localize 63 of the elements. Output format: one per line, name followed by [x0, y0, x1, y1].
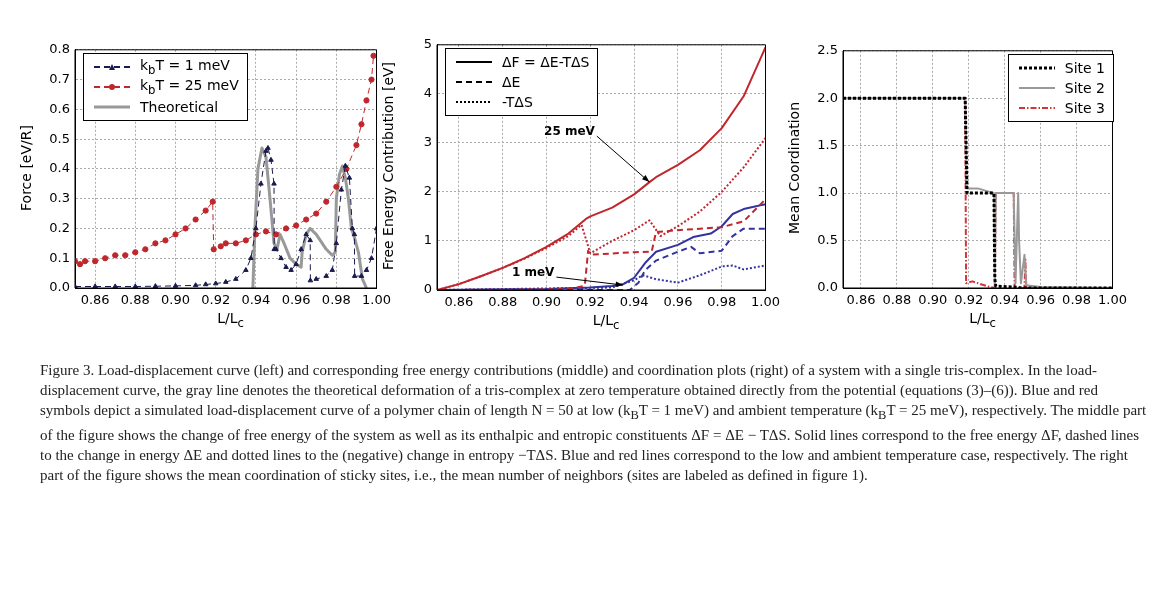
x-tick-label: 0.86: [846, 292, 876, 308]
legend-label: ΔE: [502, 74, 521, 90]
x-tick-label: 0.90: [918, 292, 948, 308]
legend-label: Site 1: [1064, 60, 1105, 76]
y-axis-title: Force [eV/R]: [18, 124, 34, 211]
x-tick-label: 1.00: [751, 294, 780, 310]
y-tick-label: 1.5: [817, 137, 838, 153]
x-tick-label: 0.86: [444, 294, 474, 310]
x-tick-label: 0.94: [990, 292, 1020, 308]
y-tick-label: 3: [423, 134, 432, 150]
legend-label: k$_{b}$T = 1 meV: [140, 57, 230, 77]
x-tick-label: 0.94: [619, 294, 649, 310]
text: Figure 3. Load-displacement curve (left) and corresponding free energy contributions (middle) and coordination plots (right) of a system with a single tris-complex. In the load-displacement curve, the gray line denotes the theoretical deformation of a tris-complex at zero temperature obtained directly from the potential (equations (3)–(6)). Blue and red symbols depict a simulated load-displacement curve of a polymer chain of length N = 50 at low (k$_{B}$T = 1 meV) and ambient temperature (k$_{B}$T = 25 meV), respectively. The middle part of the figure shows the change of free energy of the system as well as its enthalpic and entropic constituents ΔF = ΔE − TΔS. Solid lines correspond to the free energy ΔF, dashed lines to the change in energy ΔE and dotted lines to the (negative) change in entropy −TΔS. Blue and red lines correspond to the low and ambient temperature case, respectively. The right part of the figure shows the mean coordination of sticky sites, i.e., the mean number of neighbors (sites are labeled as defined in figure 1).: [40, 362, 1147, 483]
y-tick-label: 0.2: [49, 219, 70, 235]
x-tick-label: 0.88: [488, 294, 518, 310]
legend-label: Theoretical: [140, 99, 219, 115]
y-tick-label: 0.0: [817, 279, 838, 295]
x-tick-label: 0.88: [882, 292, 912, 308]
x-tick-label: 0.90: [532, 294, 561, 310]
y-tick-label: 0: [423, 281, 432, 297]
y-tick-label: 0.8: [49, 41, 70, 57]
x-tick-label: 0.98: [1062, 292, 1092, 308]
x-tick-label: 0.92: [201, 292, 231, 308]
legend-label: ΔF = ΔE-TΔS: [502, 54, 590, 70]
legend-label: Site 2: [1064, 80, 1105, 96]
y-tick-label: 1: [423, 232, 432, 248]
x-tick-label: 0.92: [575, 294, 605, 310]
y-tick-label: 5: [423, 36, 432, 52]
y-tick-label: 0.6: [49, 100, 70, 116]
x-axis-title: L/L$_{c}$: [592, 312, 620, 332]
legend-label: -TΔS: [502, 94, 533, 110]
y-tick-label: 0.1: [49, 249, 70, 265]
x-tick-label: 1.00: [362, 292, 391, 308]
y-tick-label: 0.5: [49, 130, 70, 146]
x-tick-label: 0.88: [120, 292, 150, 308]
y-tick-label: 1.0: [817, 184, 838, 200]
x-tick-label: 0.96: [663, 294, 693, 310]
x-tick-label: 0.96: [1026, 292, 1056, 308]
y-tick-label: 0.4: [49, 160, 70, 176]
y-tick-label: 2.5: [817, 42, 838, 58]
x-tick-label: 1.00: [1098, 292, 1127, 308]
y-tick-label: 4: [423, 85, 432, 101]
x-axis-title: L/L$_{c}$: [217, 310, 244, 330]
y-tick-label: 0.3: [49, 190, 70, 206]
x-tick-label: 0.90: [161, 292, 190, 308]
x-tick-label: 0.94: [241, 292, 271, 308]
x-tick-label: 0.98: [321, 292, 351, 308]
x-tick-label: 0.86: [80, 292, 110, 308]
y-tick-label: 0.5: [817, 231, 838, 247]
y-tick-label: 0.7: [49, 70, 70, 86]
y-tick-label: 2: [423, 183, 432, 199]
y-tick-label: 0.0: [49, 279, 70, 295]
y-tick-label: 2.0: [817, 89, 838, 105]
legend-label: Site 3: [1064, 100, 1105, 116]
x-tick-label: 0.96: [281, 292, 311, 308]
x-axis-title: L/L$_{c}$: [969, 310, 996, 330]
y-axis-title: Free Energy Contribution [eV]: [380, 61, 396, 271]
x-tick-label: 0.92: [954, 292, 984, 308]
annotation: 25 meV: [544, 124, 596, 139]
legend-label: k$_{b}$T = 25 meV: [140, 77, 239, 97]
y-axis-title: Mean Coordination: [786, 101, 802, 235]
annotation: 1 meV: [511, 265, 556, 280]
x-tick-label: 0.98: [707, 294, 737, 310]
